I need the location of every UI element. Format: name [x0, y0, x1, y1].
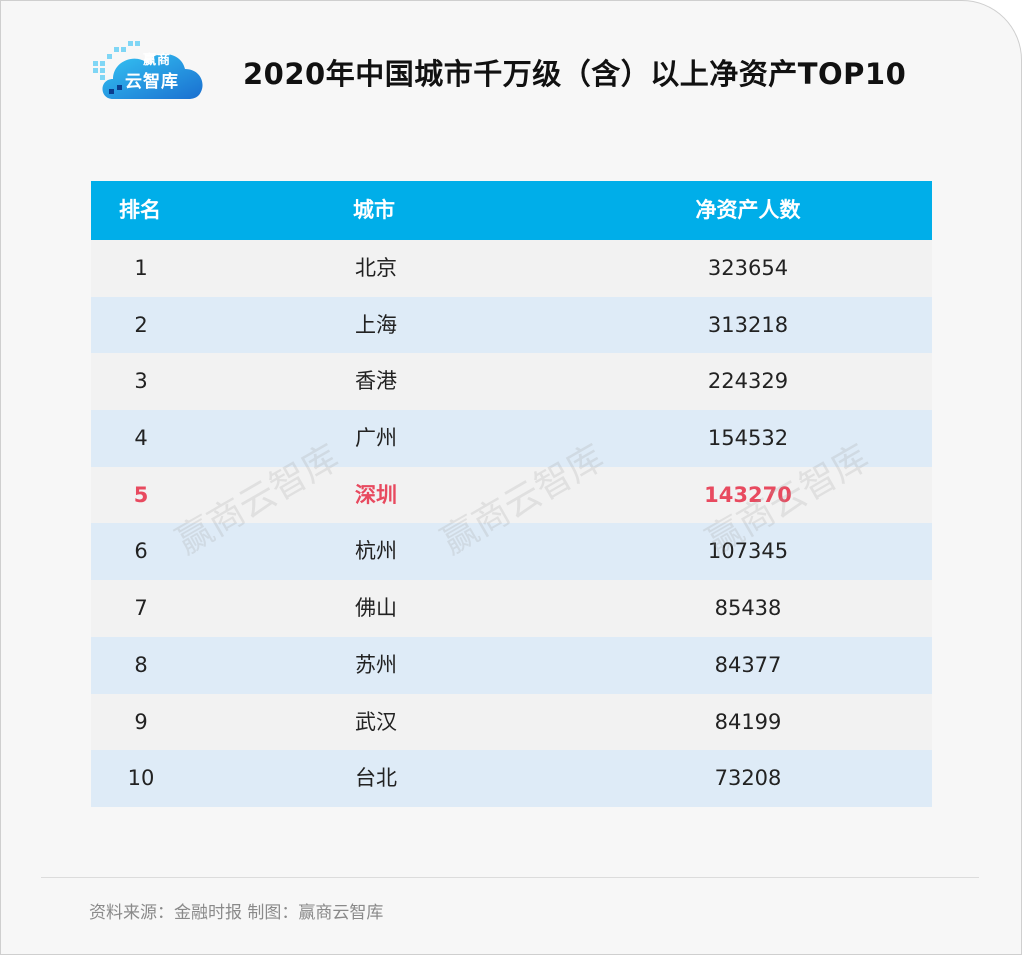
cloud-logo-icon [93, 41, 203, 99]
count-cell: 107345 [707, 539, 789, 564]
rank-cell: 4 [134, 426, 148, 451]
city-cell: 佛山 [355, 596, 397, 621]
header-rank: 排名 [119, 198, 161, 222]
table-row: 6 杭州 107345 [91, 523, 932, 581]
rank-cell: 1 [134, 256, 148, 280]
count-cell: 84199 [714, 709, 782, 734]
table-header: 排名 城市 净资产人数 [91, 181, 932, 240]
brand-logo: 赢商 云智库 [91, 39, 211, 105]
logo-text-top: 赢商 [143, 53, 172, 68]
header-count: 净资产人数 [695, 198, 801, 222]
count-cell: 154532 [707, 426, 789, 451]
rank-cell: 2 [134, 312, 148, 337]
city-cell: 广州 [355, 426, 397, 451]
city-cell: 香港 [355, 369, 397, 394]
count-cell: 224329 [707, 369, 789, 394]
logo-text-bottom: 云智库 [125, 72, 179, 92]
footer-divider [41, 877, 979, 878]
rank-cell: 8 [134, 652, 148, 677]
rank-cell: 9 [134, 709, 148, 734]
city-cell: 上海 [355, 312, 397, 337]
table-row: 1 北京 323654 [91, 240, 932, 297]
city-cell: 深圳 [355, 482, 397, 507]
city-cell: 杭州 [355, 539, 397, 564]
rank-cell: 5 [133, 482, 149, 507]
count-cell: 85438 [714, 596, 782, 621]
table-row: 5 深圳 143270 [91, 466, 932, 524]
table-row: 9 武汉 84199 [91, 693, 932, 751]
source-footer: 资料来源：金融时报 制图：赢商云智库 [89, 903, 384, 923]
city-cell: 台北 [355, 766, 397, 791]
ranking-table: 排名 城市 净资产人数 1 北京 323654 2 上海 313218 3 香港 224329 4… [91, 181, 932, 807]
table-row: 3 香港 224329 [91, 353, 932, 411]
table-row: 4 广州 154532 [91, 410, 932, 467]
table-row: 7 佛山 85438 [91, 580, 932, 637]
table-body: 1 北京 323654 2 上海 313218 3 香港 224329 4 广州 154532 5 深圳 1… [91, 240, 932, 807]
rank-cell: 3 [134, 369, 148, 394]
rank-cell: 7 [134, 596, 148, 621]
count-cell: 84377 [714, 652, 782, 677]
count-cell: 323654 [707, 256, 789, 280]
count-cell: 73208 [714, 766, 782, 791]
table-row: 10 台北 73208 [91, 750, 932, 807]
rank-cell: 6 [134, 539, 148, 564]
rank-cell: 10 [127, 766, 155, 791]
count-cell: 313218 [707, 312, 789, 337]
city-cell: 苏州 [355, 652, 397, 677]
city-cell: 武汉 [355, 709, 397, 734]
table-row: 2 上海 313218 [91, 296, 932, 354]
table-row: 8 苏州 84377 [91, 636, 932, 694]
count-cell: 143270 [704, 482, 792, 507]
city-cell: 北京 [355, 256, 397, 280]
chart-title: 2020年中国城市千万级（含）以上净资产TOP10 [243, 57, 907, 91]
header-city: 城市 [353, 198, 395, 222]
